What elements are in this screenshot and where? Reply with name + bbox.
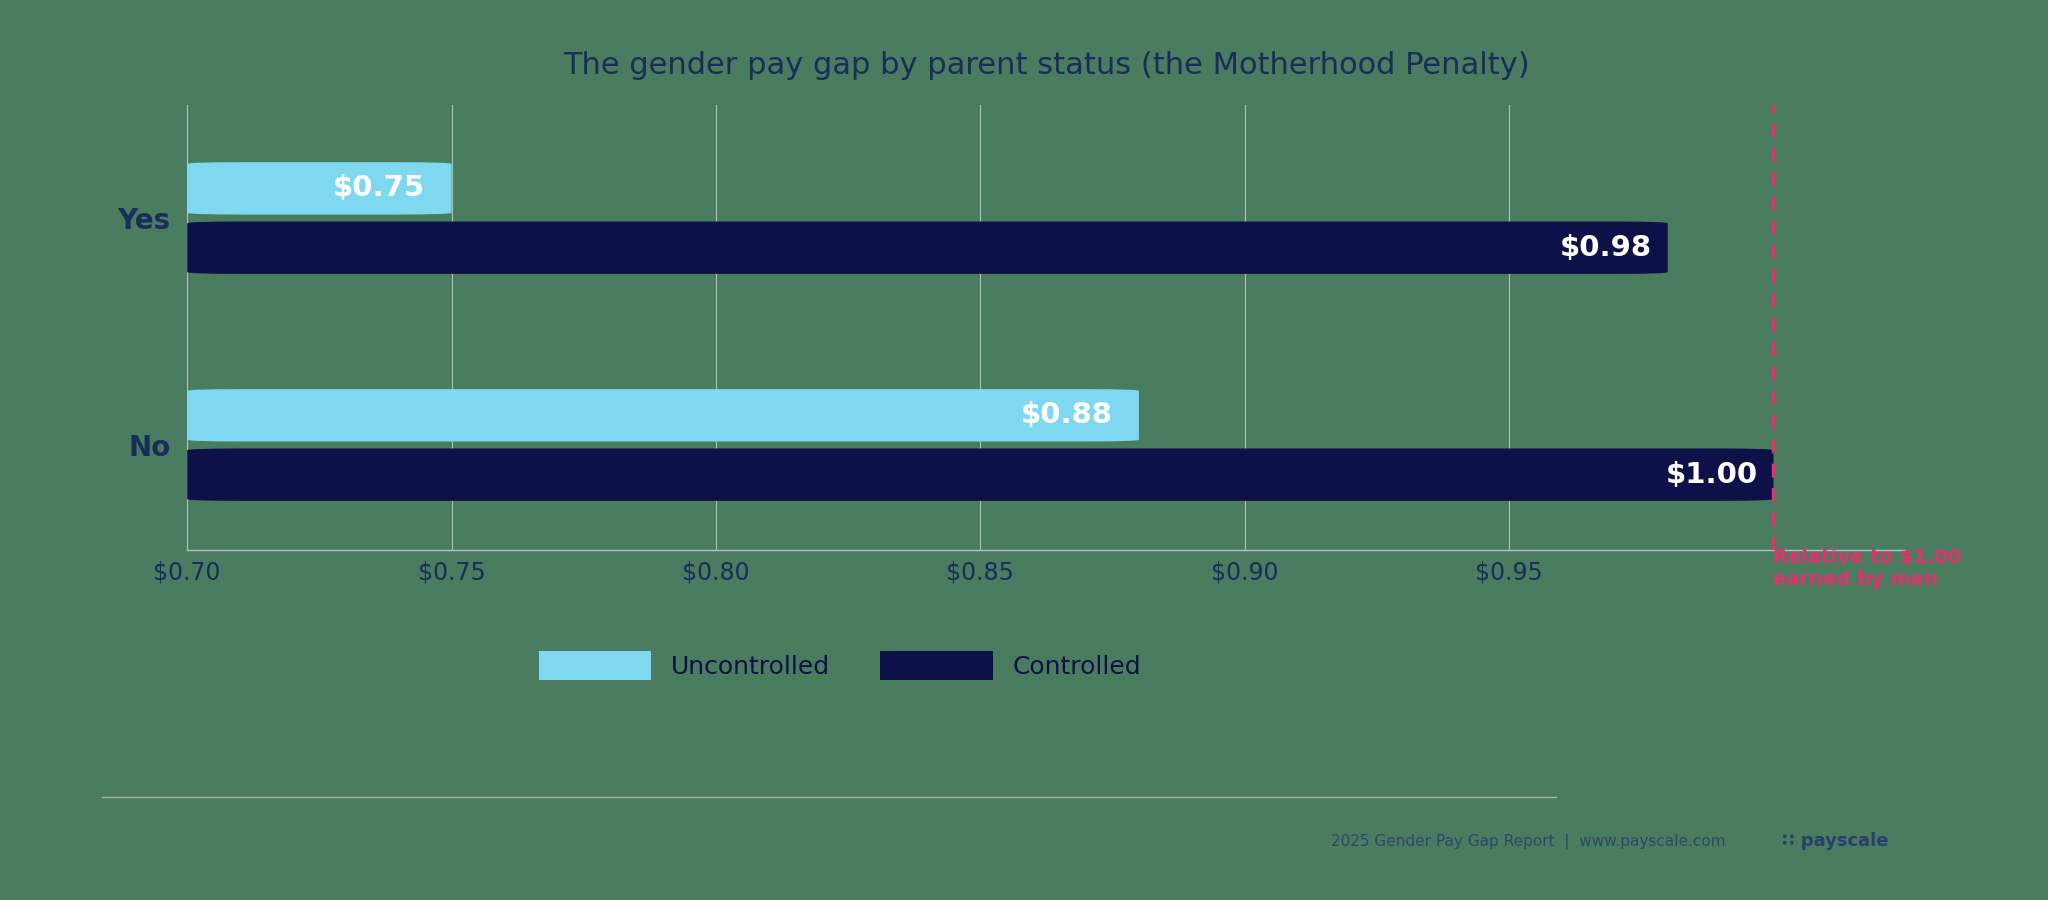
FancyBboxPatch shape: [186, 221, 1667, 274]
Text: $1.00: $1.00: [1665, 461, 1757, 489]
Legend: Uncontrolled, Controlled: Uncontrolled, Controlled: [539, 651, 1141, 680]
Title: The gender pay gap by parent status (the Motherhood Penalty): The gender pay gap by parent status (the…: [563, 51, 1530, 80]
Text: Relative to $1.00
earned by men: Relative to $1.00 earned by men: [1774, 548, 1962, 589]
Text: ∷ payscale: ∷ payscale: [1782, 832, 1888, 850]
Text: 2025 Gender Pay Gap Report  |  www.payscale.com: 2025 Gender Pay Gap Report | www.payscal…: [1331, 834, 1726, 850]
Text: $0.98: $0.98: [1561, 234, 1653, 262]
Text: $0.75: $0.75: [334, 175, 426, 202]
FancyBboxPatch shape: [186, 389, 1139, 442]
Text: $0.88: $0.88: [1020, 401, 1112, 429]
FancyBboxPatch shape: [186, 448, 1774, 501]
FancyBboxPatch shape: [186, 162, 451, 214]
